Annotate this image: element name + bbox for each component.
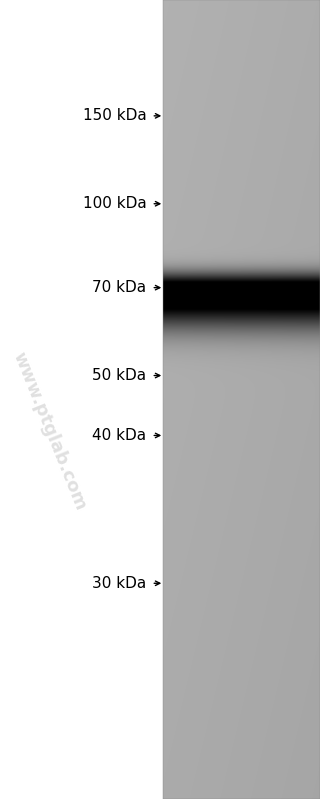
Text: 100 kDa: 100 kDa: [83, 197, 147, 211]
Text: 40 kDa: 40 kDa: [92, 428, 147, 443]
Text: 70 kDa: 70 kDa: [92, 280, 147, 295]
Bar: [163, 0, 320, 799]
Text: 150 kDa: 150 kDa: [83, 109, 147, 123]
Text: 30 kDa: 30 kDa: [92, 576, 147, 590]
Text: 50 kDa: 50 kDa: [92, 368, 147, 383]
Text: www.ptglab.com: www.ptglab.com: [10, 350, 90, 513]
